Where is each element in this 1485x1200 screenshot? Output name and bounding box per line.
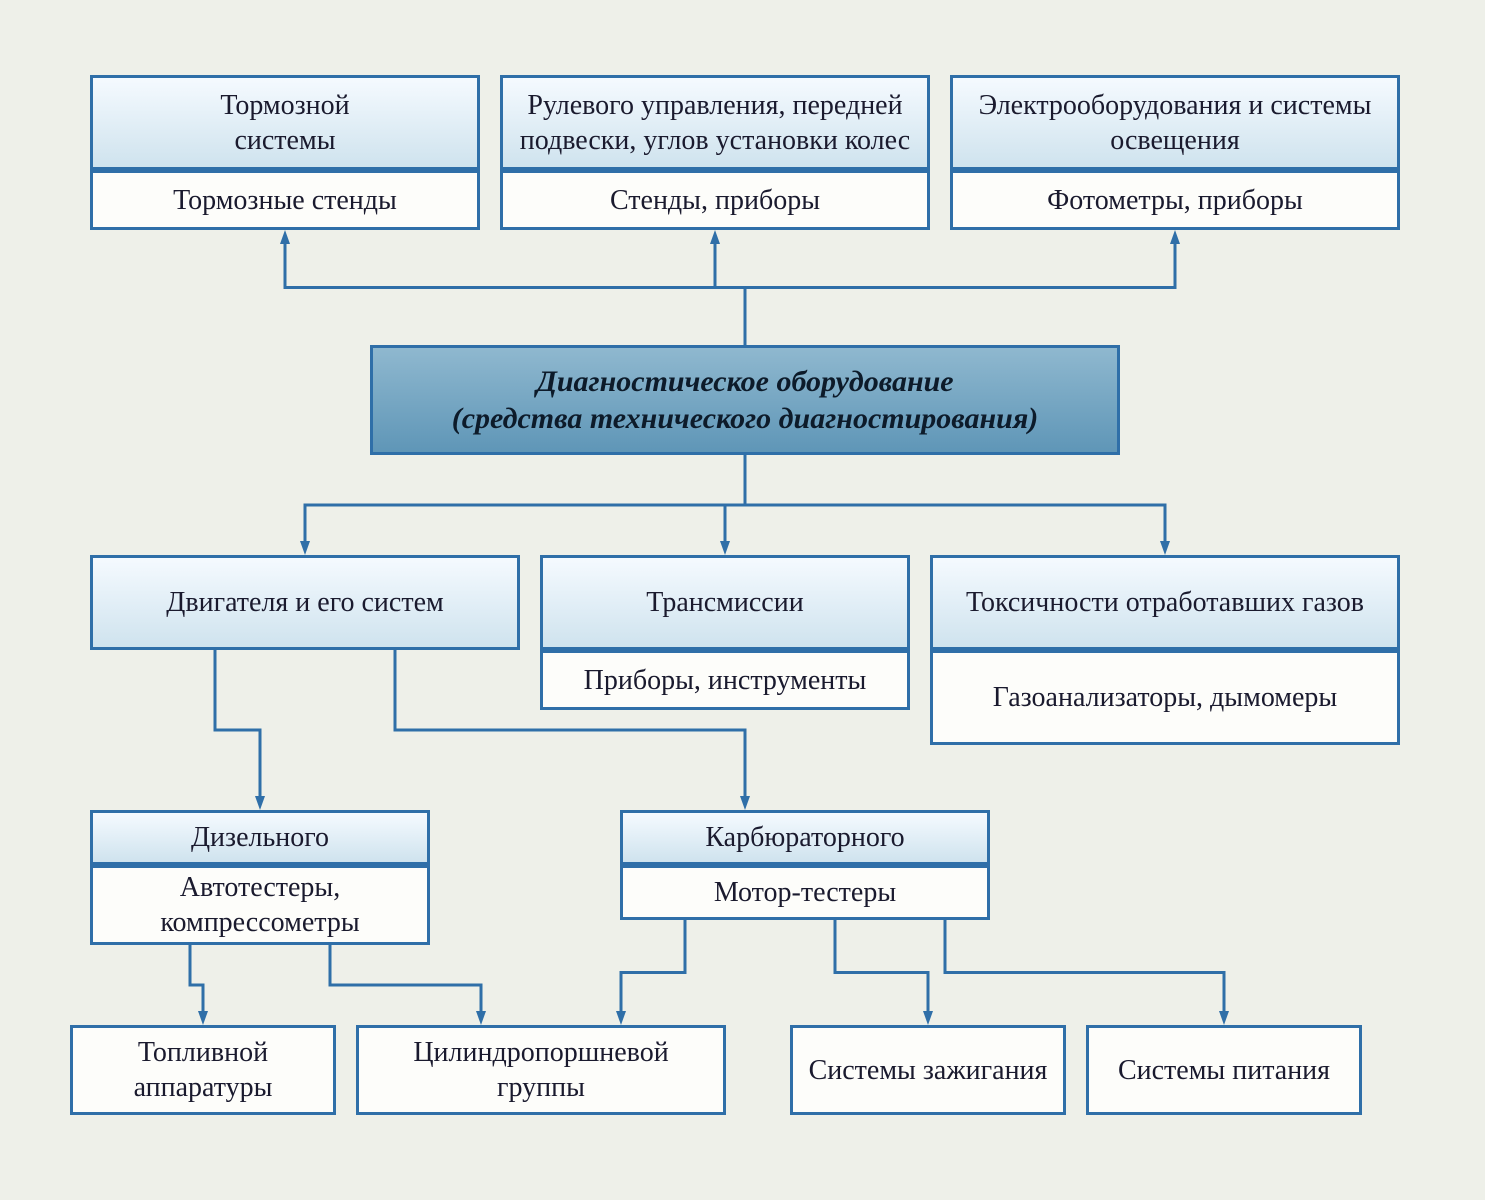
connector-line [745, 244, 1175, 345]
connector-line [190, 945, 203, 1011]
node-label: Автотестеры, компрессометры [107, 870, 413, 940]
node-t2h: Рулевого управления, передней подвески, … [500, 75, 930, 170]
node-label: Фотометры, приборы [1047, 183, 1303, 218]
diagram-stage: Тормознойсистемы Тормозные стенды Рулевого… [0, 0, 1485, 1200]
node-d1s: Автотестеры, компрессометры [90, 865, 430, 945]
connector-line [621, 920, 685, 1011]
arrowhead-icon [740, 796, 750, 810]
connector-line [835, 920, 928, 1011]
arrowhead-icon [476, 1011, 486, 1025]
connector-line [745, 455, 1165, 541]
node-t1s: Тормозные стенды [90, 170, 480, 230]
node-l3: Системы зажигания [790, 1025, 1066, 1115]
node-label: Электрооборудования и системы освещения [967, 88, 1383, 158]
connector-line [215, 650, 260, 796]
node-label: Двигателя и его систем [166, 585, 443, 620]
node-d2h: Карбюраторного [620, 810, 990, 865]
node-t1h: Тормознойсистемы [90, 75, 480, 170]
arrowhead-icon [720, 541, 730, 555]
connector-line [285, 244, 745, 345]
arrowhead-icon [1160, 541, 1170, 555]
node-l4: Системы питания [1086, 1025, 1362, 1115]
arrowhead-icon [1219, 1011, 1229, 1025]
node-label: Карбюраторного [705, 820, 904, 855]
arrowhead-icon [300, 541, 310, 555]
node-l1: Топливной аппаратуры [70, 1025, 336, 1115]
node-label: Газоанализаторы, дымомеры [993, 680, 1338, 715]
arrowhead-icon [280, 230, 290, 244]
arrowhead-icon [923, 1011, 933, 1025]
node-label: Тормознойсистемы [220, 88, 349, 158]
arrowhead-icon [1170, 230, 1180, 244]
node-b2h: Трансмиссии [540, 555, 910, 650]
connector-line [305, 455, 745, 541]
node-d2s: Мотор-тестеры [620, 865, 990, 920]
connector-line [945, 920, 1224, 1011]
node-label: Дизельного [191, 820, 329, 855]
arrowhead-icon [710, 230, 720, 244]
node-label: Диагностическое оборудование(средства те… [452, 363, 1039, 438]
node-label: Системы зажигания [809, 1053, 1048, 1088]
arrowhead-icon [616, 1011, 626, 1025]
node-label: Стенды, приборы [610, 183, 820, 218]
node-label: Трансмиссии [646, 585, 803, 620]
node-b1h: Двигателя и его систем [90, 555, 520, 650]
node-b3h: Токсичности отработавших газов [930, 555, 1400, 650]
node-label: Токсичности отработавших газов [966, 585, 1364, 620]
node-b2s: Приборы, инструменты [540, 650, 910, 710]
node-label: Приборы, инструменты [584, 663, 867, 698]
node-t3s: Фотометры, приборы [950, 170, 1400, 230]
node-label: Рулевого управления, передней подвески, … [517, 88, 913, 158]
node-cen: Диагностическое оборудование(средства те… [370, 345, 1120, 455]
node-label: Мотор-тестеры [714, 875, 896, 910]
node-d1h: Дизельного [90, 810, 430, 865]
node-label: Топливной аппаратуры [87, 1035, 319, 1105]
node-t3h: Электрооборудования и системы освещения [950, 75, 1400, 170]
node-label: Цилиндропоршневой группы [373, 1035, 709, 1105]
node-b3s: Газоанализаторы, дымомеры [930, 650, 1400, 745]
connector-line [715, 244, 745, 345]
node-t2s: Стенды, приборы [500, 170, 930, 230]
arrowhead-icon [198, 1011, 208, 1025]
node-l2: Цилиндропоршневой группы [356, 1025, 726, 1115]
connector-line [330, 945, 481, 1011]
connector-line [725, 455, 745, 541]
node-label: Системы питания [1118, 1053, 1330, 1088]
node-label: Тормозные стенды [173, 183, 397, 218]
arrowhead-icon [255, 796, 265, 810]
